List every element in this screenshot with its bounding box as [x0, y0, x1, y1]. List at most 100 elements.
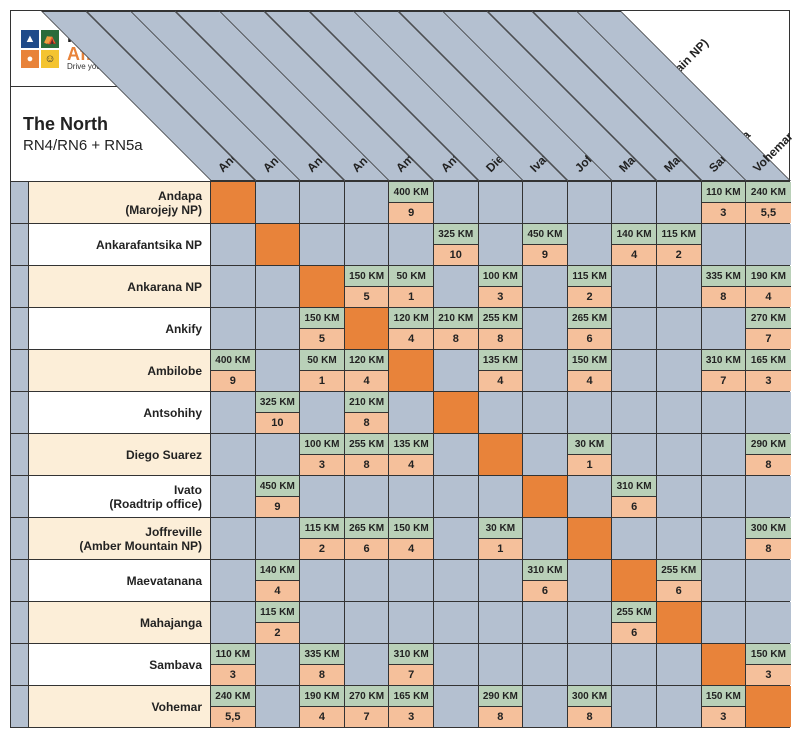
cell: 165 KM3	[389, 686, 434, 727]
cell	[657, 518, 702, 559]
cell	[211, 518, 256, 559]
cell-km: 110 KM	[211, 644, 255, 665]
cell	[389, 224, 434, 265]
cell-km: 450 KM	[256, 476, 300, 497]
cell	[479, 476, 524, 517]
cell	[612, 392, 657, 433]
cell-km: 115 KM	[657, 224, 701, 245]
cell-hours: 4	[746, 287, 791, 307]
cell: 115 KM2	[300, 518, 345, 559]
cell: 310 KM6	[612, 476, 657, 517]
row-name: Ankify	[29, 308, 210, 349]
cell-km: 115 KM	[256, 602, 300, 623]
cell-km: 255 KM	[657, 560, 701, 581]
cell-km: 290 KM	[746, 434, 791, 455]
row-label: Vohemar	[11, 686, 211, 727]
cell	[523, 350, 568, 391]
cell: 270 KM7	[746, 308, 791, 349]
cell	[479, 434, 524, 475]
cell	[434, 434, 479, 475]
cell-hours: 5,5	[746, 203, 791, 223]
col-header: Vohemar	[746, 11, 791, 181]
cell	[434, 392, 479, 433]
cell-hours: 6	[568, 329, 612, 349]
row-label: Ambilobe	[11, 350, 211, 391]
cell-hours: 1	[389, 287, 433, 307]
row-index-bar	[11, 518, 29, 559]
cell	[300, 476, 345, 517]
table-row: Antsohihy325 KM10210 KM8	[11, 391, 789, 433]
row-index-bar	[11, 350, 29, 391]
cell-km: 310 KM	[612, 476, 656, 497]
cell	[211, 224, 256, 265]
cell-hours: 5,5	[211, 707, 255, 727]
cell	[702, 644, 747, 685]
cell-km: 140 KM	[612, 224, 656, 245]
cell-km: 135 KM	[389, 434, 433, 455]
cell	[479, 560, 524, 601]
cell: 255 KM8	[479, 308, 524, 349]
cell-km: 100 KM	[300, 434, 344, 455]
cell	[657, 476, 702, 517]
row-label: Sambava	[11, 644, 211, 685]
cells: 150 KM5120 KM4210 KM8255 KM8265 KM6270 K…	[211, 308, 791, 349]
row-name: Vohemar	[29, 686, 210, 727]
cell	[389, 350, 434, 391]
cell-km: 310 KM	[702, 350, 746, 371]
cell	[702, 434, 747, 475]
cell	[256, 266, 301, 307]
cell	[568, 518, 613, 559]
cell: 325 KM10	[434, 224, 479, 265]
cell-km: 265 KM	[568, 308, 612, 329]
cell	[389, 476, 434, 517]
cell	[389, 560, 434, 601]
cells: 400 KM950 KM1120 KM4135 KM4150 KM4310 KM…	[211, 350, 791, 391]
row-label: Mahajanga	[11, 602, 211, 643]
cell	[612, 560, 657, 601]
cell	[211, 476, 256, 517]
cell	[211, 182, 256, 223]
row-name: Andapa(Marojejy NP)	[29, 182, 210, 223]
cell: 310 KM7	[389, 644, 434, 685]
cell: 265 KM6	[568, 308, 613, 349]
cell	[702, 560, 747, 601]
cell-km: 190 KM	[300, 686, 344, 707]
table-row: Ivato(Roadtrip office)450 KM9310 KM6	[11, 475, 789, 517]
row-label: Ankarana NP	[11, 266, 211, 307]
cell	[657, 350, 702, 391]
cell	[479, 224, 524, 265]
cell: 150 KM3	[746, 644, 791, 685]
cell: 50 KM1	[389, 266, 434, 307]
cell-km: 310 KM	[523, 560, 567, 581]
cell-hours: 8	[479, 707, 523, 727]
cell	[434, 266, 479, 307]
cell-hours: 4	[389, 329, 433, 349]
cell-hours: 9	[523, 245, 567, 265]
cell-hours: 6	[345, 539, 389, 559]
cell	[568, 602, 613, 643]
cell-km: 150 KM	[345, 266, 389, 287]
cell: 310 KM7	[702, 350, 747, 391]
cell	[345, 182, 390, 223]
cell: 120 KM4	[389, 308, 434, 349]
cell	[256, 686, 301, 727]
cell	[434, 686, 479, 727]
cell	[568, 644, 613, 685]
rows: Andapa(Marojejy NP)400 KM9110 KM3240 KM5…	[11, 181, 789, 727]
cell: 120 KM4	[345, 350, 390, 391]
cell-hours: 10	[434, 245, 478, 265]
cell	[345, 224, 390, 265]
cell-km: 150 KM	[746, 644, 791, 665]
table-row: Maevatanana140 KM4310 KM6255 KM6	[11, 559, 789, 601]
row-index-bar	[11, 476, 29, 517]
cell	[702, 392, 747, 433]
cell	[479, 392, 524, 433]
cell-km: 120 KM	[389, 308, 433, 329]
cell-hours: 8	[434, 329, 478, 349]
cell	[345, 644, 390, 685]
row-label: Ankarafantsika NP	[11, 224, 211, 265]
cell	[657, 644, 702, 685]
cell: 190 KM4	[300, 686, 345, 727]
cell-km: 50 KM	[300, 350, 344, 371]
table-row: Joffreville(Amber Mountain NP)115 KM2265…	[11, 517, 789, 559]
